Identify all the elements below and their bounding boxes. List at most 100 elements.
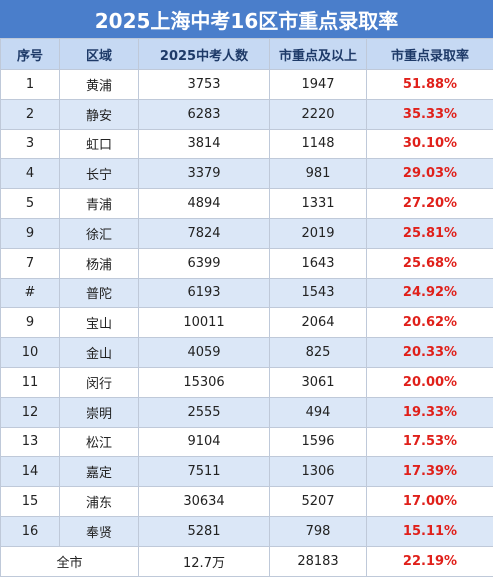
- cell-district: 普陀: [59, 277, 139, 309]
- total-rate: 22.19%: [366, 545, 493, 577]
- cell-rate: 29.03%: [366, 158, 493, 190]
- table-row: # 普陀 6193 1543 24.92%: [0, 277, 493, 309]
- cell-index: 5: [0, 188, 60, 219]
- cell-admitted: 1543: [269, 277, 367, 309]
- cell-district: 黄浦: [59, 69, 139, 100]
- cell-candidates: 30634: [138, 486, 270, 517]
- cell-admitted: 825: [269, 337, 367, 368]
- cell-district: 徐汇: [59, 217, 139, 249]
- cell-rate: 19.33%: [366, 396, 493, 428]
- cell-index: 14: [0, 456, 60, 488]
- cell-index: 4: [0, 158, 60, 190]
- table-row: 11 闵行 15306 3061 20.00%: [0, 366, 493, 398]
- cell-index: 7: [0, 247, 60, 279]
- header-admitted: 市重点及以上: [269, 38, 367, 70]
- cell-candidates: 7824: [138, 217, 270, 249]
- header-district: 区域: [59, 38, 139, 70]
- admission-rate-table: 序号 区域 2025中考人数 市重点及以上 市重点录取率 1 黄浦 3753 1…: [0, 38, 493, 577]
- table-row: 16 奉贤 5281 798 15.11%: [0, 515, 493, 547]
- cell-rate: 17.00%: [366, 486, 493, 517]
- cell-admitted: 2064: [269, 307, 367, 339]
- cell-district: 虹口: [59, 128, 139, 160]
- table-row: 4 长宁 3379 981 29.03%: [0, 158, 493, 190]
- cell-candidates: 3753: [138, 69, 270, 100]
- cell-district: 杨浦: [59, 247, 139, 279]
- cell-index: 12: [0, 396, 60, 428]
- cell-admitted: 1148: [269, 128, 367, 160]
- cell-candidates: 15306: [138, 366, 270, 398]
- cell-rate: 15.11%: [366, 515, 493, 547]
- cell-rate: 24.92%: [366, 277, 493, 309]
- cell-index: 3: [0, 128, 60, 160]
- total-row: 全市 12.7万 28183 22.19%: [0, 545, 493, 577]
- cell-candidates: 10011: [138, 307, 270, 339]
- cell-index: #: [0, 277, 60, 309]
- cell-index: 9: [0, 307, 60, 339]
- cell-rate: 35.33%: [366, 98, 493, 130]
- cell-district: 闵行: [59, 366, 139, 398]
- cell-rate: 20.00%: [366, 366, 493, 398]
- cell-district: 青浦: [59, 188, 139, 219]
- cell-admitted: 494: [269, 396, 367, 428]
- table-row: 9 徐汇 7824 2019 25.81%: [0, 217, 493, 249]
- cell-index: 15: [0, 486, 60, 517]
- cell-candidates: 7511: [138, 456, 270, 488]
- cell-index: 10: [0, 337, 60, 368]
- cell-rate: 25.81%: [366, 217, 493, 249]
- table-row: 14 嘉定 7511 1306 17.39%: [0, 456, 493, 488]
- cell-candidates: 6193: [138, 277, 270, 309]
- total-admitted: 28183: [269, 545, 367, 577]
- table-row: 2 静安 6283 2220 35.33%: [0, 98, 493, 130]
- cell-index: 13: [0, 426, 60, 458]
- table-row: 3 虹口 3814 1148 30.10%: [0, 128, 493, 160]
- cell-candidates: 4059: [138, 337, 270, 368]
- cell-district: 长宁: [59, 158, 139, 190]
- cell-admitted: 3061: [269, 366, 367, 398]
- cell-district: 静安: [59, 98, 139, 130]
- cell-rate: 30.10%: [366, 128, 493, 160]
- table-row: 5 青浦 4894 1331 27.20%: [0, 188, 493, 219]
- table-title: 2025上海中考16区市重点录取率: [0, 0, 493, 38]
- table-row: 12 崇明 2555 494 19.33%: [0, 396, 493, 428]
- cell-district: 奉贤: [59, 515, 139, 547]
- cell-district: 崇明: [59, 396, 139, 428]
- cell-admitted: 981: [269, 158, 367, 190]
- cell-admitted: 1331: [269, 188, 367, 219]
- cell-index: 1: [0, 69, 60, 100]
- cell-district: 浦东: [59, 486, 139, 517]
- cell-candidates: 6283: [138, 98, 270, 130]
- cell-index: 16: [0, 515, 60, 547]
- cell-rate: 17.39%: [366, 456, 493, 488]
- cell-admitted: 798: [269, 515, 367, 547]
- header-candidates: 2025中考人数: [138, 38, 270, 70]
- cell-admitted: 2220: [269, 98, 367, 130]
- cell-candidates: 5281: [138, 515, 270, 547]
- table-row: 15 浦东 30634 5207 17.00%: [0, 486, 493, 517]
- cell-index: 2: [0, 98, 60, 130]
- cell-index: 9: [0, 217, 60, 249]
- cell-district: 嘉定: [59, 456, 139, 488]
- header-row: 序号 区域 2025中考人数 市重点及以上 市重点录取率: [0, 38, 493, 70]
- cell-candidates: 2555: [138, 396, 270, 428]
- cell-district: 宝山: [59, 307, 139, 339]
- header-index: 序号: [0, 38, 60, 70]
- cell-admitted: 1596: [269, 426, 367, 458]
- total-candidates: 12.7万: [138, 545, 270, 577]
- cell-candidates: 3379: [138, 158, 270, 190]
- cell-admitted: 1306: [269, 456, 367, 488]
- cell-district: 松江: [59, 426, 139, 458]
- cell-candidates: 4894: [138, 188, 270, 219]
- cell-candidates: 6399: [138, 247, 270, 279]
- cell-candidates: 9104: [138, 426, 270, 458]
- cell-rate: 51.88%: [366, 69, 493, 100]
- table-row: 7 杨浦 6399 1643 25.68%: [0, 247, 493, 279]
- table-row: 10 金山 4059 825 20.33%: [0, 337, 493, 368]
- table-row: 13 松江 9104 1596 17.53%: [0, 426, 493, 458]
- header-rate: 市重点录取率: [366, 38, 493, 70]
- table-row: 1 黄浦 3753 1947 51.88%: [0, 69, 493, 100]
- cell-rate: 20.33%: [366, 337, 493, 368]
- cell-admitted: 1643: [269, 247, 367, 279]
- table-body: 1 黄浦 3753 1947 51.88% 2 静安 6283 2220 35.…: [0, 69, 493, 577]
- cell-admitted: 2019: [269, 217, 367, 249]
